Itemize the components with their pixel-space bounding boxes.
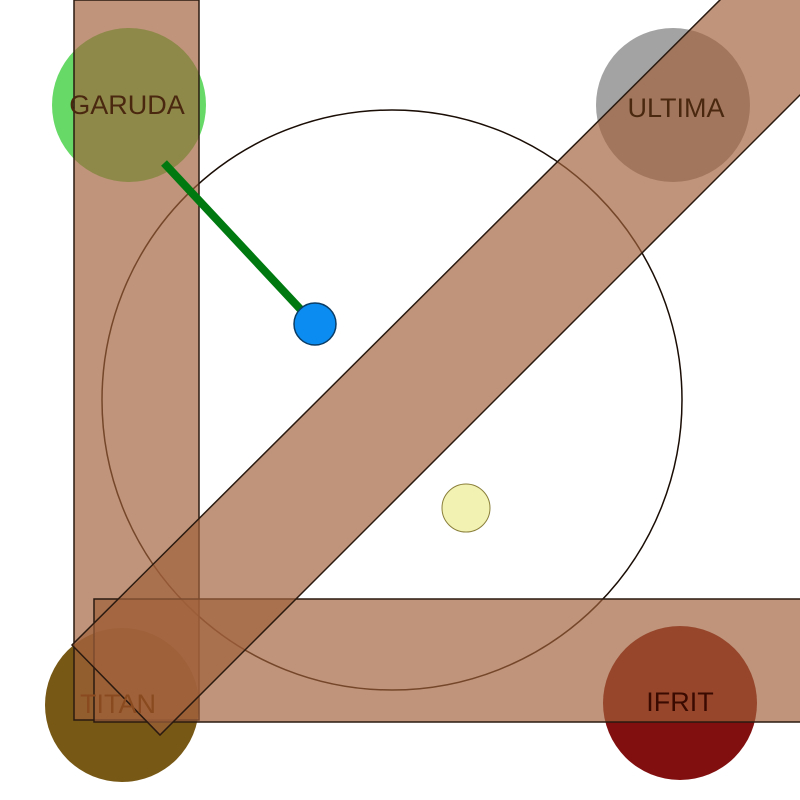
target-marker	[441, 483, 491, 533]
boss-ultima-label: ULTIMA	[627, 93, 724, 123]
tether-line	[161, 160, 306, 315]
player-dot[interactable]	[293, 302, 337, 346]
boss-titan-label: TITAN	[80, 689, 156, 719]
boss-garuda-label: GARUDA	[69, 90, 185, 120]
aoe-band-diagonal	[70, 0, 800, 737]
boss-ifrit-label: IFRIT	[646, 687, 714, 717]
